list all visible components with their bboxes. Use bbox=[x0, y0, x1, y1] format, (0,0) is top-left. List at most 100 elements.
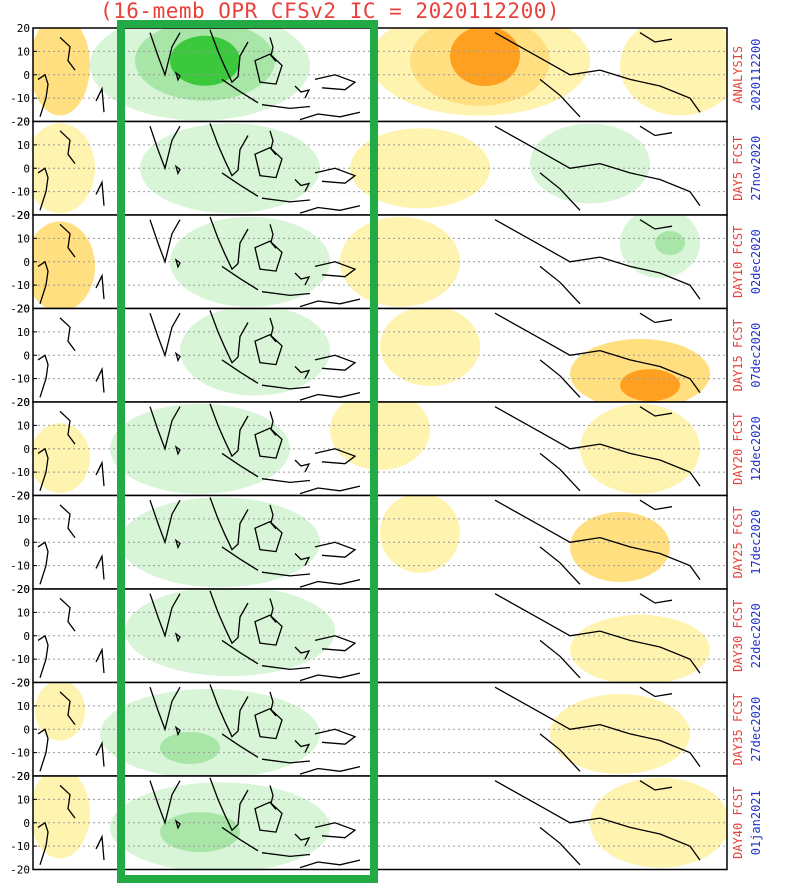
coastline bbox=[37, 821, 49, 865]
anomaly-shading bbox=[125, 589, 335, 677]
coastline bbox=[314, 635, 357, 652]
coastline bbox=[254, 240, 283, 272]
coastline bbox=[209, 29, 249, 84]
coastline bbox=[599, 349, 701, 393]
anomaly-shading bbox=[330, 402, 430, 471]
panel-label: DAY40 FCST bbox=[731, 787, 745, 859]
latitude-tick-label: 20 bbox=[17, 116, 30, 129]
latitude-tick-label: -20 bbox=[10, 396, 30, 409]
coastline bbox=[95, 366, 105, 393]
coastline bbox=[539, 78, 581, 118]
coastline bbox=[261, 646, 311, 671]
coastline bbox=[261, 85, 311, 110]
coastline bbox=[95, 834, 105, 861]
coastline bbox=[59, 691, 76, 725]
coastline bbox=[59, 597, 76, 632]
anomaly-shading bbox=[620, 28, 727, 116]
coastline bbox=[299, 672, 361, 682]
coastline bbox=[269, 504, 277, 530]
anomaly-shading bbox=[160, 812, 240, 853]
coastline bbox=[639, 499, 673, 511]
coastline bbox=[494, 219, 601, 263]
coastline bbox=[209, 777, 249, 832]
coastline bbox=[539, 733, 581, 772]
coastline bbox=[269, 130, 277, 156]
coastline bbox=[539, 172, 581, 211]
panel-label: DAY25 FCST bbox=[731, 506, 745, 578]
coastline bbox=[221, 452, 259, 478]
anomaly-shading bbox=[570, 511, 670, 582]
latitude-tick-label: 0 bbox=[23, 723, 30, 736]
coastline bbox=[494, 406, 601, 450]
coastline bbox=[261, 366, 311, 390]
latitude-tick-label: 10 bbox=[17, 700, 30, 713]
coastline bbox=[599, 817, 701, 861]
panel-date: 2020112200 bbox=[749, 39, 763, 111]
forecast-panel: 20 10 0 -10 -20 DAY15 FCST 07dec2020 bbox=[10, 303, 763, 410]
coastline bbox=[209, 590, 249, 645]
coastline bbox=[494, 499, 601, 543]
coastline bbox=[149, 593, 181, 638]
latitude-tick-label: -20 bbox=[10, 864, 30, 877]
coastline bbox=[494, 125, 601, 169]
map-title: (16-memb OPR CFSv2 IC = 2020112200) bbox=[100, 0, 561, 23]
latitude-tick-label: 10 bbox=[17, 45, 30, 58]
panel-label: DAY5 FCST bbox=[731, 136, 745, 201]
coastline bbox=[174, 164, 181, 176]
latitude-tick-label: -10 bbox=[10, 840, 30, 853]
coastline bbox=[299, 205, 361, 214]
latitude-tick-label: 20 bbox=[17, 770, 30, 783]
coastline bbox=[314, 74, 357, 91]
latitude-tick-label: -10 bbox=[10, 92, 30, 105]
coastline bbox=[221, 733, 259, 758]
latitude-tick-label: 10 bbox=[17, 606, 30, 619]
coastline bbox=[539, 639, 581, 679]
coastline bbox=[149, 406, 181, 451]
anomaly-shading bbox=[35, 682, 85, 741]
latitude-tick-label: -20 bbox=[10, 583, 30, 596]
panel-date: 02dec2020 bbox=[749, 229, 763, 294]
coastline bbox=[37, 728, 49, 772]
coastline bbox=[269, 37, 277, 62]
latitude-tick-label: 20 bbox=[17, 209, 30, 222]
coastline bbox=[221, 359, 259, 384]
coastline bbox=[314, 822, 357, 839]
latitude-tick-label: -20 bbox=[10, 116, 30, 129]
coastline bbox=[59, 504, 76, 538]
panel-label: DAY30 FCST bbox=[731, 600, 745, 672]
coastline bbox=[599, 69, 701, 113]
coastline bbox=[269, 224, 277, 249]
coastline bbox=[37, 167, 49, 211]
coastline bbox=[314, 448, 357, 465]
coastline bbox=[299, 578, 361, 588]
latitude-tick-label: -20 bbox=[10, 209, 30, 222]
anomaly-shading bbox=[380, 495, 460, 573]
coastline bbox=[539, 452, 581, 492]
coastline bbox=[37, 634, 49, 678]
latitude-tick-label: 20 bbox=[17, 396, 30, 409]
coastline bbox=[174, 819, 181, 830]
panel-label: DAY10 FCST bbox=[731, 226, 745, 298]
coastline bbox=[639, 406, 673, 417]
coastline bbox=[299, 391, 361, 401]
coastline bbox=[149, 219, 181, 264]
latitude-tick-label: 20 bbox=[17, 22, 30, 35]
latitude-tick-label: 0 bbox=[23, 162, 30, 175]
coastline bbox=[174, 632, 181, 643]
coastline bbox=[599, 723, 701, 767]
coastline bbox=[639, 593, 673, 604]
coastline bbox=[254, 614, 283, 646]
latitude-tick-label: 10 bbox=[17, 326, 30, 339]
latitude-tick-label: 0 bbox=[23, 536, 30, 549]
coastline bbox=[269, 785, 277, 810]
coastline bbox=[539, 359, 581, 398]
coastline bbox=[221, 265, 259, 291]
coastline bbox=[269, 598, 277, 623]
latitude-tick-label: 20 bbox=[17, 677, 30, 690]
coastline bbox=[261, 553, 311, 577]
anomaly-shading bbox=[33, 776, 90, 859]
panel-date: 12dec2020 bbox=[749, 416, 763, 481]
coastline bbox=[221, 172, 259, 197]
panel-label: DAY15 FCST bbox=[731, 319, 745, 391]
